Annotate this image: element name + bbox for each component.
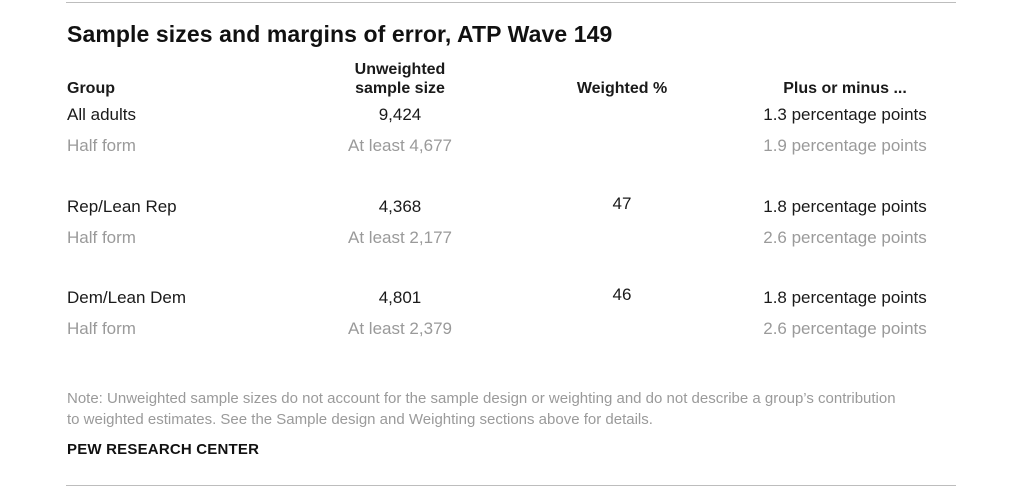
row-rep-group: Rep/Lean Rep bbox=[67, 197, 177, 216]
row-dem-weighted: 46 bbox=[612, 285, 632, 304]
row-rep-half-label: Half form bbox=[67, 228, 136, 247]
table-note: Note: Unweighted sample sizes do not acc… bbox=[67, 390, 896, 428]
row-all-adults-half-size: At least 4,677 bbox=[348, 136, 452, 155]
row-all-adults-moe: 1.3 percentage points bbox=[763, 105, 927, 124]
row-dem-half-size: At least 2,379 bbox=[348, 319, 452, 338]
table-title: Sample sizes and margins of error, ATP W… bbox=[67, 21, 613, 47]
row-dem-group: Dem/Lean Dem bbox=[67, 288, 187, 307]
source-label: PEW RESEARCH CENTER bbox=[67, 441, 260, 458]
top-rule bbox=[66, 2, 956, 3]
row-dem-half-label: Half form bbox=[67, 319, 136, 338]
row-rep-weighted: 47 bbox=[612, 194, 632, 213]
row-all-adults-half-label: Half form bbox=[67, 136, 136, 155]
row-all-adults-half-moe: 1.9 percentage points bbox=[763, 136, 927, 155]
header-group: Group bbox=[67, 80, 115, 97]
row-rep-size: 4,368 bbox=[378, 197, 422, 216]
header-weighted: Weighted % bbox=[576, 80, 668, 97]
header-plus-minus: Plus or minus ... bbox=[783, 80, 907, 97]
header-unweighted-line1: Unweighted bbox=[354, 61, 446, 78]
row-dem-moe: 1.8 percentage points bbox=[763, 288, 927, 307]
row-rep-half-moe: 2.6 percentage points bbox=[763, 228, 927, 247]
header-unweighted-line2: sample size bbox=[355, 80, 445, 97]
row-all-adults-group: All adults bbox=[67, 105, 136, 124]
row-rep-moe: 1.8 percentage points bbox=[763, 197, 927, 216]
row-rep-half-size: At least 2,177 bbox=[348, 228, 452, 247]
bottom-rule bbox=[66, 485, 956, 486]
row-all-adults-size: 9,424 bbox=[378, 105, 422, 124]
row-dem-half-moe: 2.6 percentage points bbox=[763, 319, 927, 338]
header-unweighted-sample-size: Unweighted sample size bbox=[336, 60, 464, 98]
row-dem-size: 4,801 bbox=[378, 288, 422, 307]
